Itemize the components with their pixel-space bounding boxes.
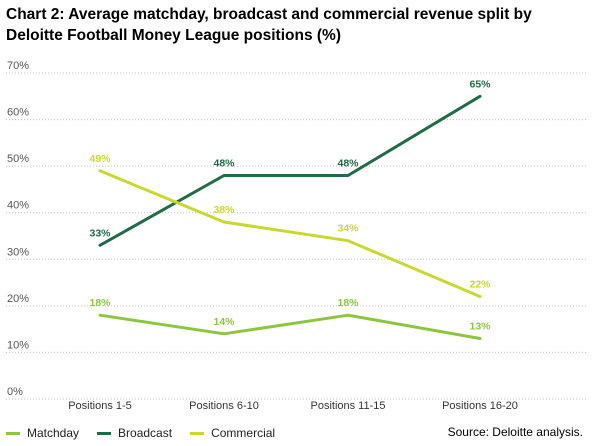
- x-category-label: Positions 16-20: [442, 400, 518, 412]
- y-tick-label: 70%: [7, 60, 29, 72]
- data-label-broadcast: 65%: [469, 78, 491, 90]
- legend: Matchday Broadcast Commercial: [6, 425, 293, 441]
- data-label-commercial: 22%: [469, 279, 491, 291]
- data-labels: 18% 14% 18% 13% 33% 48% 48% 65% 49% 38% 34% 22%: [89, 78, 491, 332]
- y-tick-label: 50%: [7, 153, 29, 165]
- legend-swatch-broadcast: [97, 431, 112, 435]
- data-label-matchday: 18%: [337, 297, 359, 309]
- data-label-matchday: 18%: [89, 297, 111, 309]
- gridlines: [6, 72, 586, 400]
- y-tick-label: 40%: [7, 200, 29, 212]
- legend-label-matchday: Matchday: [27, 426, 80, 440]
- legend-label-broadcast: Broadcast: [118, 426, 173, 440]
- legend-swatch-commercial: [190, 431, 205, 435]
- data-label-broadcast: 33%: [89, 227, 111, 239]
- data-label-broadcast: 48%: [337, 157, 359, 169]
- data-label-commercial: 38%: [213, 204, 235, 216]
- legend-label-commercial: Commercial: [211, 426, 276, 440]
- y-tick-label: 60%: [7, 107, 29, 119]
- data-label-broadcast: 48%: [213, 157, 235, 169]
- series-line-matchday: [98, 313, 482, 340]
- series-line-broadcast: [98, 94, 482, 247]
- legend-item-broadcast: Broadcast: [97, 426, 172, 440]
- y-axis-ticks: 0% 10% 20% 30% 40% 50% 60% 70%: [7, 60, 29, 398]
- y-tick-label: 30%: [7, 246, 29, 258]
- legend-item-commercial: Commercial: [190, 426, 275, 440]
- y-tick-label: 0%: [7, 386, 23, 398]
- x-axis-categories: Positions 1-5 Positions 6-10 Positions 11-…: [68, 400, 518, 412]
- x-category-label: Positions 6-10: [189, 400, 259, 412]
- data-label-commercial: 34%: [337, 223, 359, 235]
- data-label-matchday: 14%: [213, 316, 235, 328]
- x-category-label: Positions 1-5: [68, 400, 132, 412]
- y-tick-label: 20%: [7, 293, 29, 305]
- y-tick-label: 10%: [7, 339, 29, 351]
- series-lines: [98, 94, 482, 340]
- chart-title: Chart 2: Average matchday, broadcast and…: [6, 6, 532, 44]
- legend-item-matchday: Matchday: [6, 426, 79, 440]
- x-category-label: Positions 11-15: [310, 400, 385, 412]
- source-note: Source: Deloitte analysis.: [447, 425, 583, 439]
- data-label-matchday: 13%: [469, 320, 491, 332]
- data-label-commercial: 49%: [89, 153, 111, 165]
- legend-swatch-matchday: [6, 431, 20, 435]
- series-line-commercial: [98, 169, 482, 298]
